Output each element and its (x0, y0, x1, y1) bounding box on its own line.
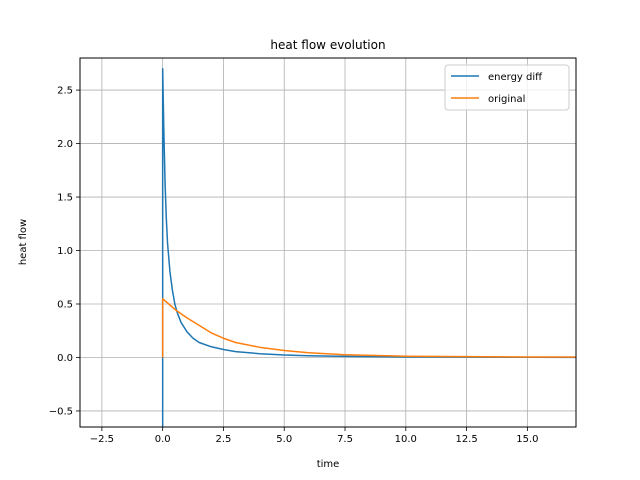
x-tick-label: 10.0 (395, 434, 417, 445)
series-line-1 (161, 297, 577, 358)
ticks: −2.5 0.0 2.5 5.0 7.5 10.0 12.5 15.0 −0.5 0.0 0.5 1.… (49, 86, 539, 445)
x-tick-label: 7.5 (337, 434, 353, 445)
y-tick-label: 2.5 (57, 86, 73, 97)
x-axis-label: time (317, 459, 340, 470)
y-tick-label: 0.5 (57, 300, 73, 311)
series-layer (161, 67, 577, 427)
y-tick-label: 2.0 (57, 139, 73, 150)
x-tick-label: 2.5 (215, 434, 231, 445)
x-tick-label: −2.5 (90, 434, 114, 445)
y-axis-label: heat flow (18, 219, 29, 265)
legend-label: energy diff (488, 72, 543, 83)
x-tick-label: 15.0 (516, 434, 538, 445)
x-tick-label: 0.0 (155, 434, 171, 445)
x-tick-label: 12.5 (455, 434, 477, 445)
y-tick-label: 0.0 (57, 353, 73, 364)
plot-frame (79, 57, 577, 428)
chart-title: heat flow evolution (270, 38, 385, 52)
y-tick-label: 1.0 (57, 246, 73, 257)
legend: energy diff original (444, 64, 570, 111)
legend-label: original (488, 94, 525, 105)
series-line-0 (161, 67, 577, 427)
y-tick-label: −0.5 (49, 406, 73, 417)
x-tick-label: 5.0 (276, 434, 292, 445)
y-tick-label: 1.5 (57, 193, 73, 204)
